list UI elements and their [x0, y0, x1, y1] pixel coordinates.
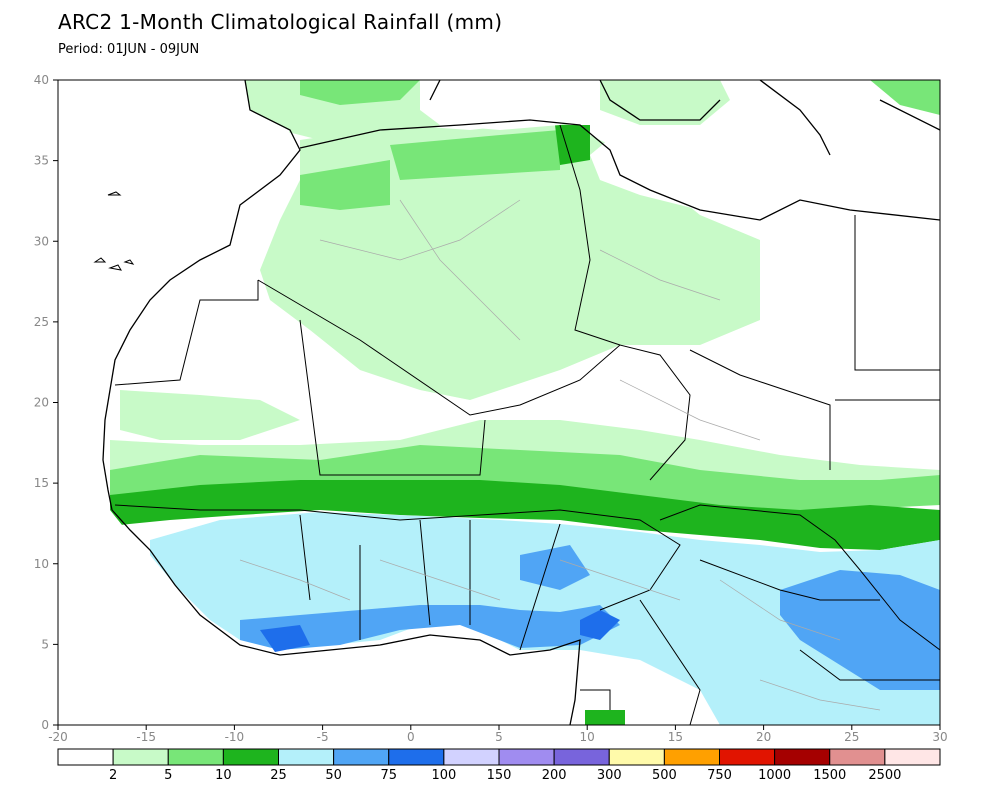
x-tick-label: -20	[48, 730, 68, 744]
rain-zone-75-100-ivorycoast	[260, 625, 310, 652]
y-tick-label: 25	[34, 315, 49, 329]
rain-zone-50-75-coast	[240, 605, 620, 650]
colorbar-label: 75	[380, 768, 397, 783]
atlantic-ocean	[58, 80, 575, 725]
colorbar-swatch	[719, 748, 776, 766]
colorbar-swatch	[167, 748, 224, 766]
colorbar-label: 1000	[758, 768, 791, 783]
colorbar-label: 50	[325, 768, 342, 783]
y-tick-label: 5	[41, 637, 49, 651]
x-tick-label: 30	[932, 730, 947, 744]
y-tick-label: 10	[34, 557, 49, 571]
colorbar-label: 200	[542, 768, 567, 783]
y-axis: 0 5 10 15 20 25 30 35 40	[34, 73, 58, 732]
colorbar-label: 150	[487, 768, 512, 783]
rain-patch-gabon	[585, 710, 625, 725]
colorbar-swatch	[663, 748, 720, 766]
x-tick-label: 0	[407, 730, 415, 744]
colorbar-label: 25	[270, 768, 287, 783]
map-subtitle: Period: 01JUN - 09JUN	[58, 42, 200, 57]
colorbar-label: 750	[707, 768, 732, 783]
rain-zone-75-100-cameroon	[580, 610, 620, 640]
red-sea-region	[850, 210, 940, 370]
colorbar-swatch	[222, 748, 279, 766]
x-tick-label: 25	[844, 730, 859, 744]
rain-zone-5-10-sahel	[110, 445, 940, 510]
x-tick-label: -5	[317, 730, 329, 744]
rain-zone-2-5-coast	[120, 390, 300, 440]
coastlines	[102, 80, 940, 725]
colorbar-swatch	[333, 748, 390, 766]
rain-zone-10-25-belt	[110, 480, 940, 550]
x-tick-label: 5	[495, 730, 503, 744]
colorbar-label: 2500	[868, 768, 901, 783]
colorbar-label: 10	[215, 768, 232, 783]
rain-zone-10-25-tunisia	[555, 125, 590, 165]
mediterranean-east	[590, 130, 860, 215]
admin-borders	[239, 199, 881, 711]
y-tick-label: 15	[34, 476, 49, 490]
rain-zone-50-75-nigeria	[520, 545, 590, 590]
colorbar-swatch	[774, 748, 831, 766]
colorbar-label: 100	[431, 768, 456, 783]
colorbar-label: 500	[652, 768, 677, 783]
y-tick-label: 35	[34, 154, 49, 168]
x-tick-label: 20	[756, 730, 771, 744]
y-tick-label: 20	[34, 396, 49, 410]
colorbar-label: 300	[597, 768, 622, 783]
x-tick-label: 10	[580, 730, 595, 744]
colorbar-swatch	[608, 748, 665, 766]
rain-zone-2-5-east	[580, 80, 730, 125]
colorbar-swatch	[443, 748, 500, 766]
rain-zone-5-10-algeria	[390, 130, 560, 180]
x-tick-label: -10	[225, 730, 245, 744]
rain-zone-5-10-atlas	[300, 160, 390, 210]
colorbar-label: 2	[109, 768, 117, 783]
rainfall-layer	[58, 80, 940, 725]
mediterranean-sea	[420, 80, 600, 130]
map-title: ARC2 1-Month Climatological Rainfall (mm…	[58, 10, 503, 34]
y-tick-label: 40	[34, 73, 49, 87]
colorbar-swatch	[388, 748, 445, 766]
colorbar-swatch	[553, 748, 610, 766]
colorbar-swatch	[498, 748, 555, 766]
colorbar-swatch	[278, 748, 335, 766]
colorbar-swatch	[829, 748, 886, 766]
x-tick-label: 15	[668, 730, 683, 744]
colorbar: 2 5 10 25 50 75 100 150 200 300 500 750 1000 1500 2500	[57, 748, 941, 783]
y-tick-label: 0	[41, 718, 49, 732]
colorbar-swatch	[57, 748, 114, 766]
colorbar-label: 1500	[813, 768, 846, 783]
colorbar-swatch	[112, 748, 169, 766]
colorbar-swatch	[884, 748, 941, 766]
x-axis: -20 -15 -10 -5 0 5 10 15 20 25 30	[48, 725, 948, 744]
colorbar-label: 5	[164, 768, 172, 783]
y-tick-label: 30	[34, 234, 49, 248]
x-tick-label: -15	[136, 730, 156, 744]
rain-zone-5-10-europe	[300, 80, 420, 105]
country-borders	[114, 124, 940, 725]
canary-islands	[93, 191, 135, 271]
rain-zone-5-10-greece	[870, 80, 940, 115]
